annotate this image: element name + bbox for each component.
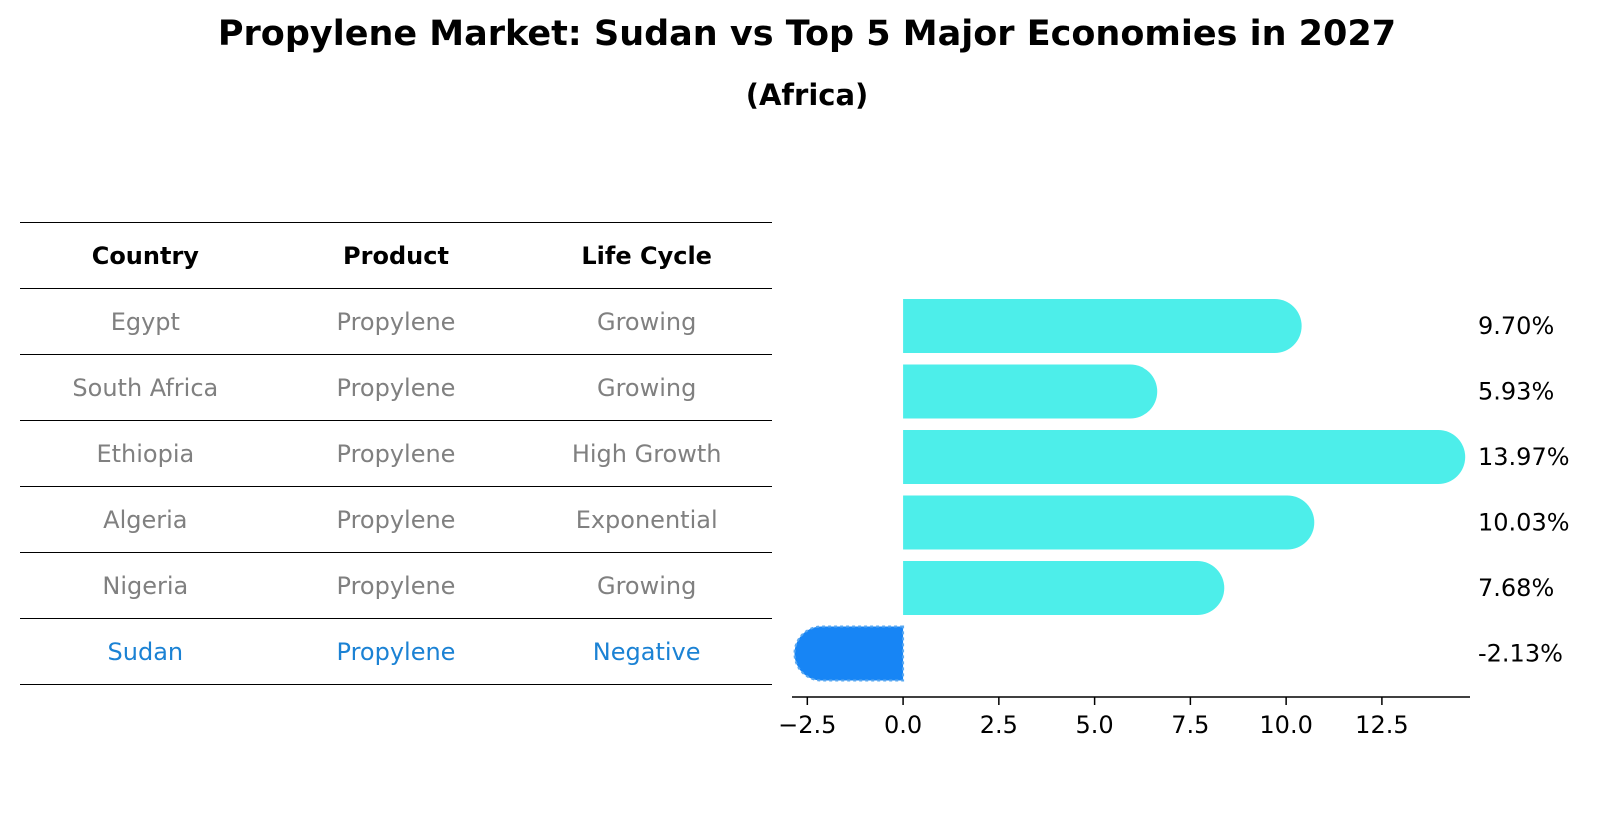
value-label: 10.03%	[1478, 509, 1570, 537]
cell-product: Propylene	[270, 288, 522, 355]
cell-life-cycle: Growing	[521, 552, 772, 619]
table-row: Egypt Propylene Growing	[20, 288, 772, 355]
value-label: 13.97%	[1478, 443, 1570, 471]
cell-product: Propylene	[270, 354, 522, 421]
table-header-row: Country Product Life Cycle	[20, 222, 772, 289]
cell-country: Ethiopia	[20, 420, 271, 487]
bar-sudan	[793, 625, 905, 682]
table-row: South Africa Propylene Growing	[20, 354, 772, 421]
value-label: 9.70%	[1478, 312, 1554, 340]
table-row-highlight: Sudan Propylene Negative	[20, 618, 772, 685]
x-tick-label: 12.5	[1355, 711, 1408, 739]
x-tick-label: 7.5	[1171, 711, 1209, 739]
x-tick-label: 5.0	[1076, 711, 1114, 739]
cell-life-cycle: Growing	[521, 354, 772, 421]
cell-life-cycle: Exponential	[521, 486, 772, 553]
value-label: 5.93%	[1478, 378, 1554, 406]
x-tick-label: 10.0	[1259, 711, 1312, 739]
cell-country: Algeria	[20, 486, 271, 553]
bar-egypt	[903, 299, 1302, 353]
x-tick-label: 2.5	[980, 711, 1018, 739]
bar-ethiopia	[903, 430, 1466, 484]
bar-algeria	[903, 495, 1315, 550]
cell-life-cycle: High Growth	[521, 420, 772, 487]
table-row: Algeria Propylene Exponential	[20, 486, 772, 553]
cell-product: Propylene	[270, 618, 522, 685]
x-tick-label: −2.5	[778, 711, 836, 739]
cell-country: Nigeria	[20, 552, 271, 619]
bar-south-africa	[903, 364, 1158, 419]
header-product: Product	[270, 222, 522, 289]
value-label: -2.13%	[1478, 640, 1563, 668]
cell-product: Propylene	[270, 552, 522, 619]
cell-product: Propylene	[270, 420, 522, 487]
chart-subtitle: (Africa)	[745, 78, 869, 112]
chart-title: Propylene Market: Sudan vs Top 5 Major E…	[217, 14, 1397, 54]
cell-life-cycle: Growing	[521, 288, 772, 355]
cell-country: Sudan	[20, 618, 271, 685]
country-table: Country Product Life Cycle Egypt Propyle…	[20, 222, 772, 685]
header-country: Country	[20, 222, 271, 289]
table-row: Ethiopia Propylene High Growth	[20, 420, 772, 487]
header-life-cycle: Life Cycle	[521, 222, 772, 289]
cell-country: Egypt	[20, 288, 271, 355]
value-label: 7.68%	[1478, 574, 1554, 602]
x-tick-label: 0.0	[884, 711, 922, 739]
cell-life-cycle: Negative	[521, 618, 772, 685]
cell-product: Propylene	[270, 486, 522, 553]
table-row: Nigeria Propylene Growing	[20, 552, 772, 619]
cell-country: South Africa	[20, 354, 271, 421]
bar-nigeria	[903, 561, 1225, 615]
